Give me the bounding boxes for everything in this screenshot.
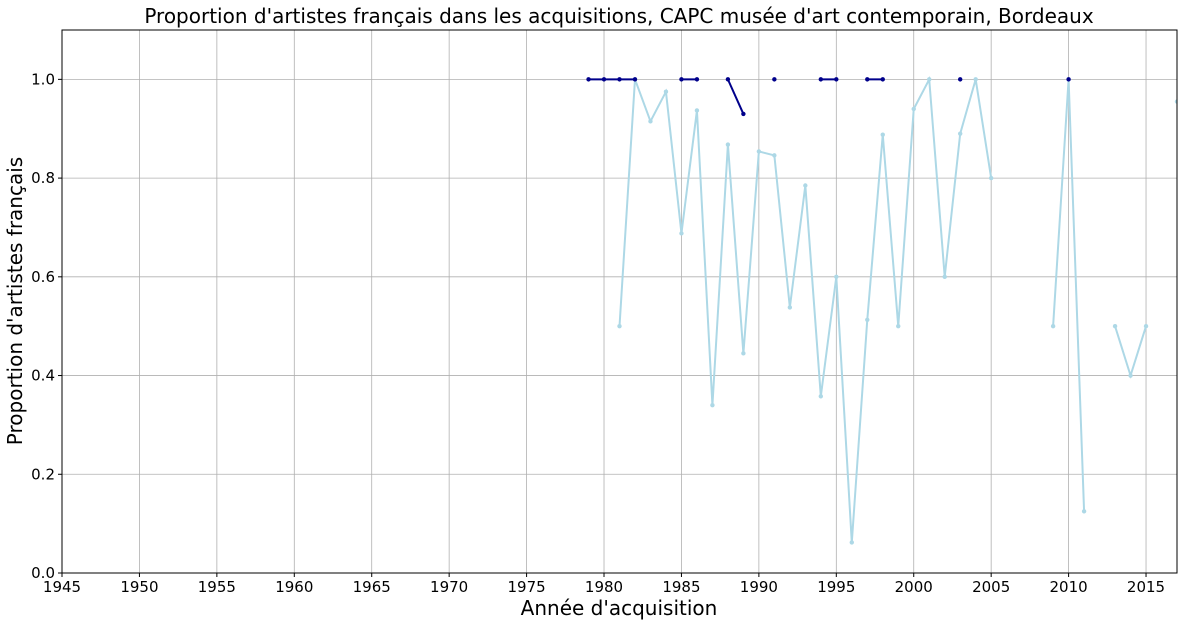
series-line — [1114, 325, 1147, 379]
series-line — [726, 78, 745, 115]
data-point — [725, 77, 731, 82]
data-point — [880, 77, 885, 82]
data-point — [663, 89, 669, 94]
data-point — [942, 274, 947, 280]
x-tick-label: 2005 — [972, 578, 1010, 596]
x-tick-label: 1980 — [585, 578, 623, 596]
data-point — [601, 77, 607, 82]
y-tick-label: 0.2 — [31, 465, 55, 483]
data-point — [1143, 323, 1149, 329]
data-point — [787, 305, 793, 310]
x-tick-label: 1995 — [817, 578, 855, 596]
data-point — [880, 132, 885, 137]
data-point — [957, 77, 963, 82]
data-point — [1081, 509, 1087, 514]
x-tick-label: 1950 — [120, 578, 158, 596]
x-axis: 1945 1950 1955 1960 1965 1970 1975 1980 1985 1990… — [43, 573, 1165, 596]
data-point — [803, 183, 808, 188]
data-point — [772, 153, 777, 158]
x-tick-label: 1985 — [662, 578, 700, 596]
y-tick-label: 0.0 — [31, 564, 55, 582]
data-point — [756, 149, 762, 154]
y-tick-label: 1.0 — [31, 70, 55, 88]
y-tick-label: 0.8 — [31, 169, 55, 187]
series-line — [618, 75, 993, 543]
x-tick-label: 1970 — [430, 578, 468, 596]
data-point — [818, 394, 824, 399]
x-tick-label: 2015 — [1127, 578, 1165, 596]
data-point — [849, 540, 854, 545]
data-point — [617, 323, 622, 329]
data-point — [865, 317, 870, 322]
plot-area — [586, 75, 1177, 545]
series-1 — [586, 77, 1071, 117]
data-point — [772, 77, 777, 82]
x-tick-label: 1965 — [353, 578, 391, 596]
data-point — [741, 111, 746, 117]
data-point — [927, 77, 932, 82]
x-tick-label: 1955 — [198, 578, 236, 596]
x-tick-label: 2010 — [1050, 578, 1088, 596]
plot-frame — [61, 29, 1178, 574]
y-tick-label: 0.4 — [31, 367, 55, 385]
data-point — [1174, 99, 1177, 104]
data-point — [694, 108, 700, 113]
x-tick-label: 1990 — [740, 578, 778, 596]
data-point — [632, 77, 638, 82]
data-point — [834, 77, 839, 82]
data-point — [1050, 323, 1056, 329]
chart-title: Proportion d'artistes français dans les … — [144, 4, 1093, 28]
series-0 — [617, 75, 1177, 545]
data-point — [865, 77, 870, 82]
data-point — [1128, 373, 1133, 378]
data-point — [741, 351, 746, 356]
data-point — [834, 274, 839, 280]
data-point — [679, 231, 684, 236]
y-axis-label: Proportion d'artistes français — [3, 157, 27, 445]
data-point — [586, 77, 591, 82]
y-axis: 0.0 0.2 0.4 0.6 0.8 1.0 — [31, 70, 62, 582]
data-point — [694, 77, 700, 82]
data-point — [710, 402, 715, 408]
y-tick-label: 0.6 — [31, 268, 55, 286]
data-point — [725, 142, 731, 147]
data-point — [1112, 323, 1118, 329]
data-point — [818, 77, 824, 82]
data-point — [896, 323, 901, 329]
x-tick-label: 2000 — [895, 578, 933, 596]
x-tick-label: 1960 — [275, 578, 313, 596]
data-point — [988, 175, 994, 181]
data-point — [679, 77, 684, 82]
x-tick-label: 1975 — [507, 578, 545, 596]
data-point — [973, 77, 978, 82]
x-tick-label: 1945 — [43, 578, 81, 596]
data-point — [957, 131, 963, 136]
x-axis-label: Année d'acquisition — [521, 596, 718, 620]
data-point — [1066, 77, 1071, 82]
data-point — [911, 106, 916, 112]
data-point — [617, 77, 622, 82]
data-point — [648, 119, 653, 124]
grid — [61, 30, 1177, 574]
